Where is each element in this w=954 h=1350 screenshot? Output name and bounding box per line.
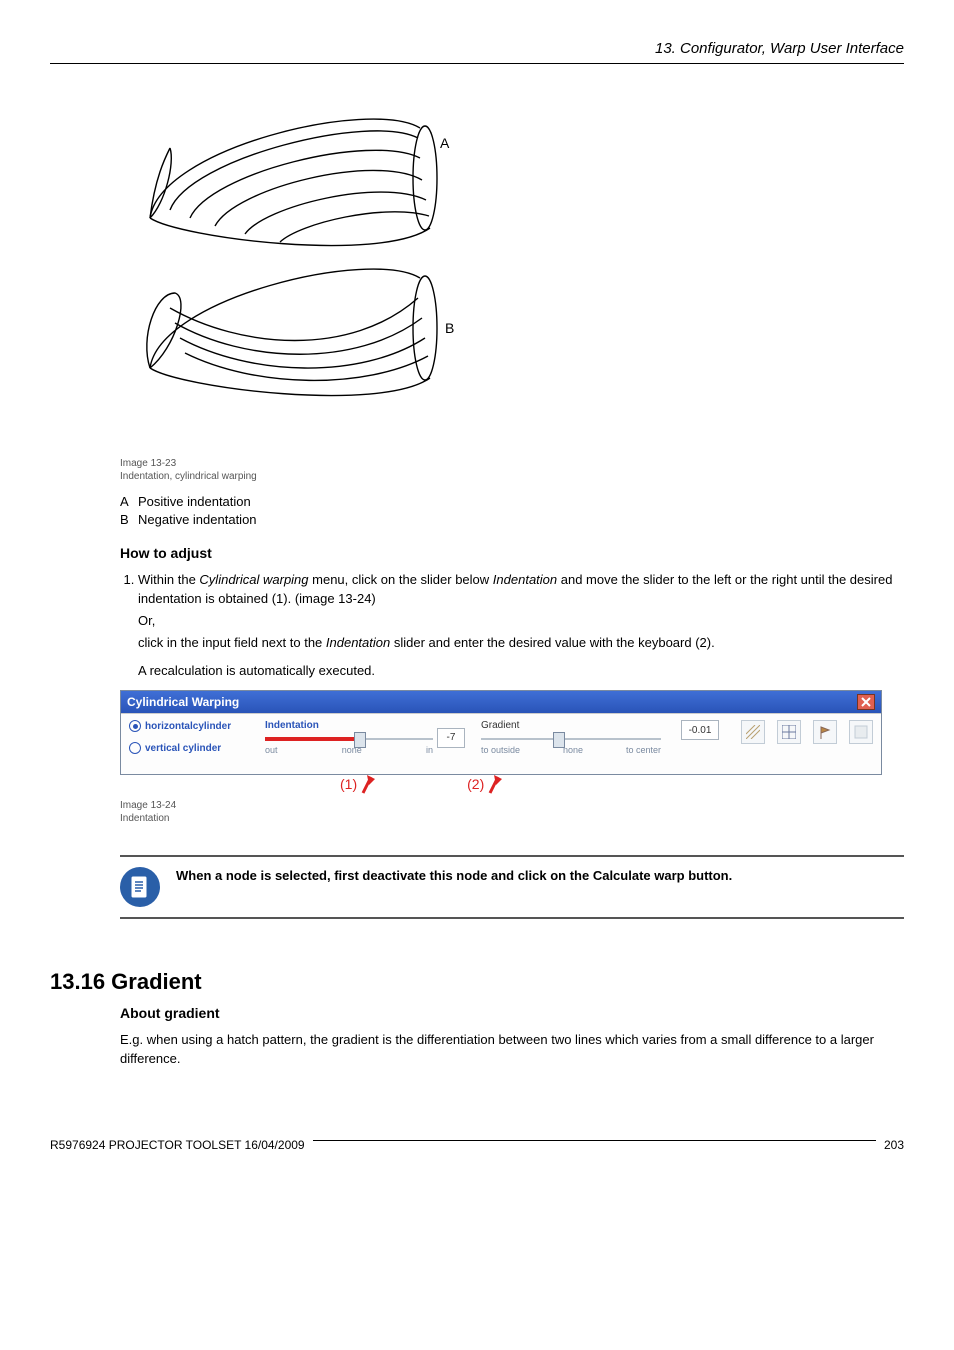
callout-arrow-icon (486, 773, 504, 795)
indentation-label: Indentation (265, 720, 433, 731)
how-to-adjust-heading: How to adjust (120, 545, 904, 561)
page-header: 13. Configurator, Warp User Interface (50, 40, 904, 64)
gradient-block: Gradient to outside none to center (481, 720, 661, 755)
radio-horizontal-label: horizontalcylinder (145, 721, 231, 732)
callout-2-label: (2) (467, 776, 484, 792)
diagram-label-a: A (440, 135, 450, 151)
grad-end-right: to center (626, 745, 661, 755)
screenshot-caption-line1: Image 13-24 (120, 799, 904, 812)
legend-key-b: B (120, 511, 138, 529)
gradient-slider[interactable] (481, 735, 661, 743)
close-icon (861, 697, 871, 707)
section-subheading: About gradient (120, 1005, 904, 1021)
callout-1-label: (1) (340, 776, 357, 792)
gradient-input[interactable]: -0.01 (681, 720, 719, 740)
indentation-slider[interactable] (265, 735, 433, 743)
section-paragraph: E.g. when using a hatch pattern, the gra… (120, 1031, 904, 1067)
callout-2: (2) (467, 773, 504, 795)
steps-list: Within the Cylindrical warping menu, cli… (120, 571, 904, 680)
radio-horizontal[interactable]: horizontalcylinder (129, 720, 249, 732)
page-footer: R5976924 PROJECTOR TOOLSET 16/04/2009 20… (50, 1138, 904, 1152)
section-heading: 13.16 Gradient (50, 969, 904, 995)
callout-arrow-icon (359, 773, 377, 795)
flag-icon[interactable] (813, 720, 837, 744)
step1-d-b: slider and enter the desired value with … (390, 635, 714, 650)
screenshot-callouts: (1) (2) (340, 773, 904, 795)
note-text: When a node is selected, first deactivat… (176, 867, 732, 885)
grid-icon-svg (782, 725, 796, 739)
note-icon (120, 867, 160, 907)
indent-end-right: in (426, 745, 433, 755)
step1-e: A recalculation is automatically execute… (138, 662, 904, 680)
grid-icon[interactable] (777, 720, 801, 744)
screenshot-caption: Image 13-24 Indentation (120, 799, 904, 825)
footer-page-number: 203 (884, 1138, 904, 1152)
radio-vertical-label: vertical cylinder (145, 743, 221, 754)
window-titlebar: Cylindrical Warping (121, 691, 881, 713)
diagram-legend: A Positive indentation B Negative indent… (120, 493, 904, 529)
screenshot-caption-line2: Indentation (120, 812, 904, 825)
grad-end-left: to outside (481, 745, 520, 755)
legend-text-b: Negative indentation (138, 511, 257, 529)
radio-dot-icon (129, 720, 141, 732)
legend-key-a: A (120, 493, 138, 511)
hatch-icon-svg (746, 725, 760, 739)
diagram-caption: Image 13-23 Indentation, cylindrical war… (120, 457, 904, 483)
diagram-caption-line2: Indentation, cylindrical warping (120, 470, 904, 483)
indent-end-left: out (265, 745, 278, 755)
indentation-diagram: A B (120, 88, 904, 451)
grad-end-mid: none (563, 745, 583, 755)
blank-icon[interactable] (849, 720, 873, 744)
toolbar-icons (741, 720, 873, 744)
window-title: Cylindrical Warping (127, 695, 239, 709)
footer-line (313, 1140, 876, 1141)
step1-em1: Cylindrical warping (199, 572, 308, 587)
note-box: When a node is selected, first deactivat… (120, 855, 904, 919)
step1-em2: Indentation (493, 572, 557, 587)
indentation-block: Indentation out none in -7 (265, 720, 465, 755)
indentation-input[interactable]: -7 (437, 728, 465, 748)
step-1: Within the Cylindrical warping menu, cli… (138, 571, 904, 680)
step1-d-a: click in the input field next to the (138, 635, 326, 650)
gradient-label: Gradient (481, 720, 661, 731)
cylinder-radio-group: horizontalcylinder vertical cylinder (129, 720, 249, 764)
callout-1: (1) (340, 773, 377, 795)
footer-left: R5976924 PROJECTOR TOOLSET 16/04/2009 (50, 1138, 305, 1152)
radio-dot-icon (129, 742, 141, 754)
diagram-caption-line1: Image 13-23 (120, 457, 904, 470)
step1-text-a: Within the (138, 572, 199, 587)
blank-icon-svg (854, 725, 868, 739)
step1-or: Or, (138, 612, 904, 630)
cylindrical-warping-screenshot: Cylindrical Warping horizontalcylinder v… (120, 690, 904, 795)
legend-text-a: Positive indentation (138, 493, 251, 511)
flag-icon-svg (818, 725, 832, 739)
step1-d-em: Indentation (326, 635, 390, 650)
hatch-icon[interactable] (741, 720, 765, 744)
close-button[interactable] (857, 694, 875, 710)
diagram-label-b: B (445, 320, 454, 336)
radio-vertical[interactable]: vertical cylinder (129, 742, 249, 754)
step1-text-b: menu, click on the slider below (309, 572, 493, 587)
document-icon (128, 875, 152, 899)
